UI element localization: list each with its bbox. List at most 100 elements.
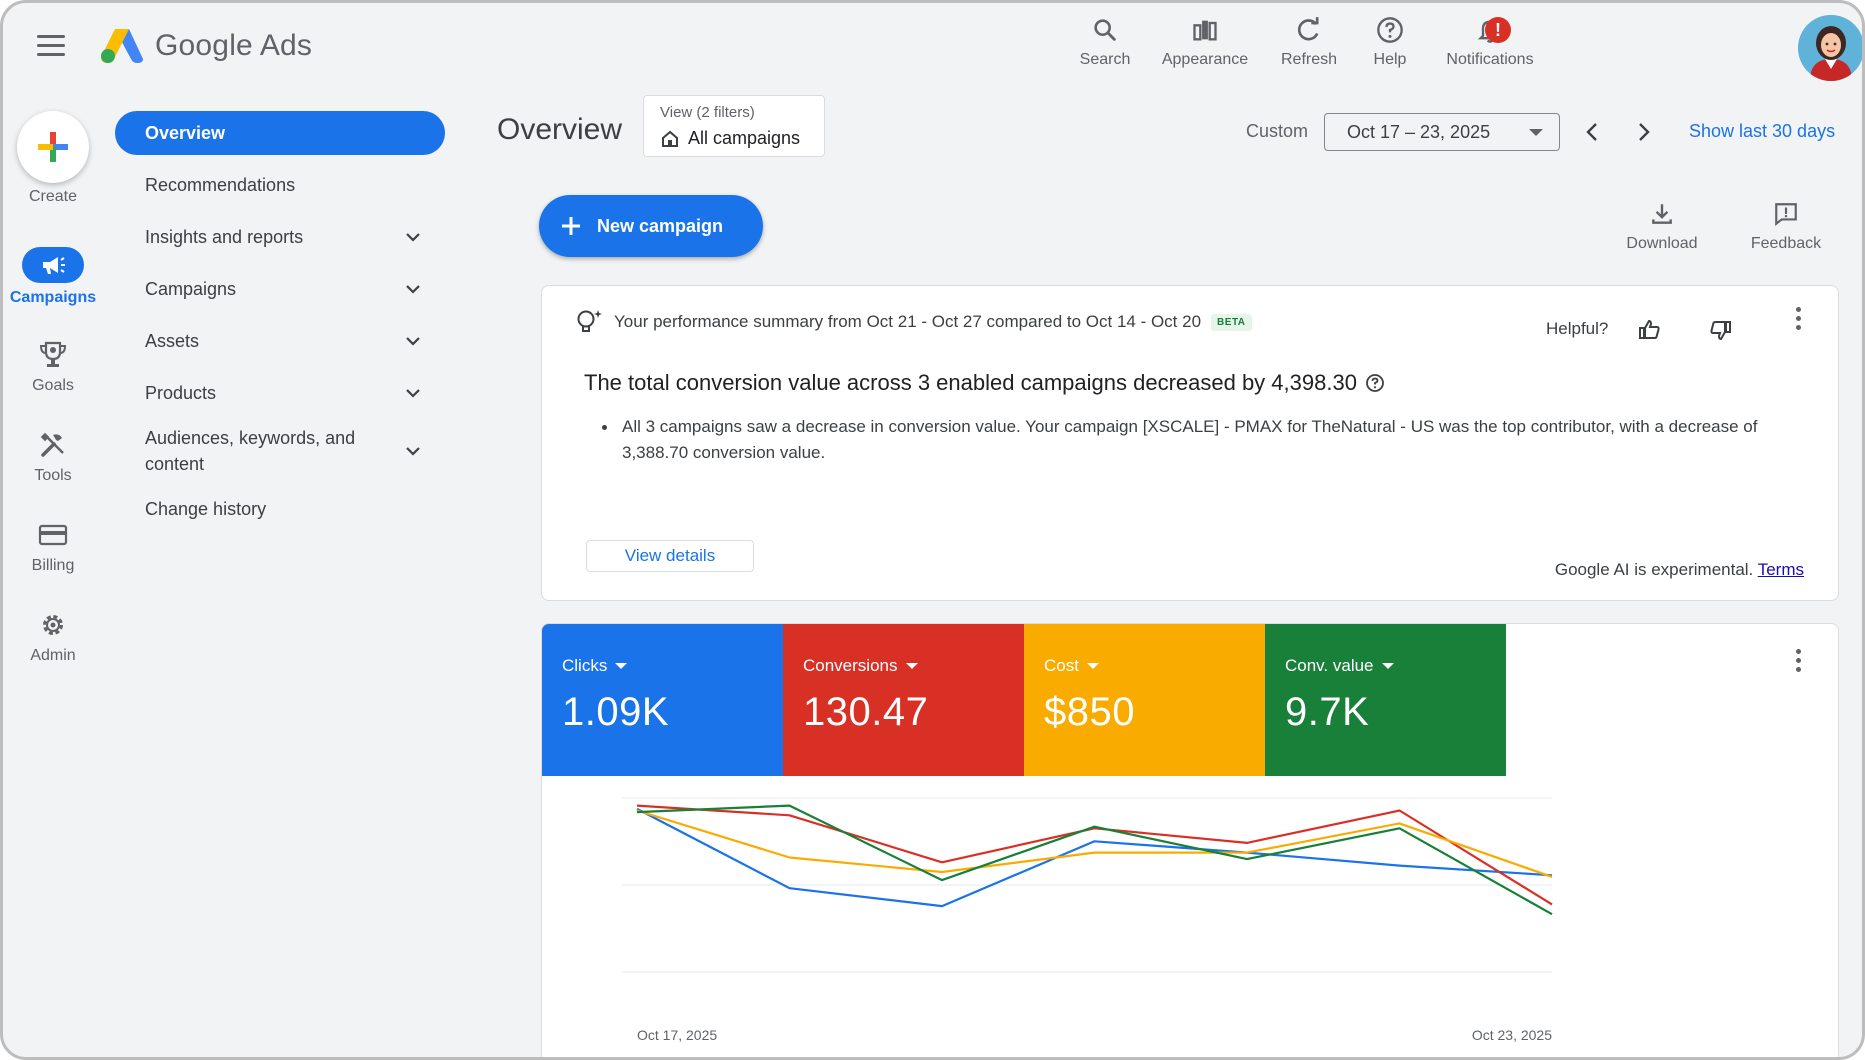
new-campaign-button[interactable]: New campaign xyxy=(539,195,763,257)
show-last-30-days-link[interactable]: Show last 30 days xyxy=(1689,121,1836,141)
nav-item-label: Overview xyxy=(145,122,226,143)
filter-scope-label: All campaigns xyxy=(688,128,801,148)
create-label: Create xyxy=(28,188,78,205)
nav-item-label: Audiences, keywords, and content xyxy=(145,428,356,474)
nav-item-change-history[interactable]: Change history xyxy=(115,487,445,531)
help-circle-icon[interactable] xyxy=(1365,373,1385,393)
thumbs-up-icon xyxy=(1639,319,1660,339)
refresh-icon xyxy=(1297,17,1319,41)
search-label: Search xyxy=(1079,51,1131,68)
chevron-right-icon xyxy=(1639,123,1650,141)
metric-tile-cost[interactable]: Cost $850 xyxy=(1024,624,1265,776)
x-axis-end-label: Oct 23, 2025 xyxy=(1472,1027,1552,1043)
metric-value: $850 xyxy=(1044,690,1135,734)
chevron-down-icon xyxy=(406,285,420,294)
nav-item-insights[interactable]: Insights and reports xyxy=(115,215,445,259)
chart-more-options-button[interactable] xyxy=(1786,646,1810,674)
nav-item-label: Recommendations xyxy=(145,174,296,195)
rail-billing[interactable]: Billing xyxy=(5,517,101,575)
feedback-label: Feedback xyxy=(1750,235,1822,252)
metric-value: 9.7K xyxy=(1285,690,1370,734)
create-button[interactable] xyxy=(17,111,89,183)
thumbs-down-icon xyxy=(1710,321,1731,341)
nav-item-recommendations[interactable]: Recommendations xyxy=(115,163,445,207)
chart-series-line-4 xyxy=(636,804,1553,916)
performance-line-chart: Oct 17, 2025 Oct 23, 2025 xyxy=(622,797,1553,1043)
brand-name: Google Ads xyxy=(155,29,313,62)
rail-tools-label: Tools xyxy=(34,467,72,484)
main-menu-button[interactable] xyxy=(37,35,65,57)
performance-summary-card: Your performance summary from Oct 21 - O… xyxy=(541,285,1839,601)
nav-item-audiences[interactable]: Audiences, keywords, and content xyxy=(115,421,445,481)
rail-campaigns[interactable]: Campaigns xyxy=(5,247,101,307)
summary-main-text: The total conversion value across 3 enab… xyxy=(584,370,1357,395)
terms-link[interactable]: Terms xyxy=(1757,560,1804,579)
dropdown-arrow-icon xyxy=(1529,129,1543,136)
metric-tile-conversions[interactable]: Conversions 130.47 xyxy=(783,624,1024,776)
thumbs-down-button[interactable] xyxy=(1704,314,1736,346)
metric-value: 1.09K xyxy=(562,690,670,734)
trophy-icon xyxy=(39,341,67,367)
nav-item-assets[interactable]: Assets xyxy=(115,319,445,363)
account-avatar[interactable] xyxy=(1798,15,1862,81)
nav-item-products[interactable]: Products xyxy=(115,371,445,415)
metric-tile-conv-value[interactable]: Conv. value 9.7K xyxy=(1265,624,1506,776)
chevron-down-icon xyxy=(406,337,420,346)
thumbs-up-button[interactable] xyxy=(1634,314,1666,346)
rail-campaigns-label: Campaigns xyxy=(9,289,97,306)
credit-card-icon xyxy=(38,524,68,546)
rail-goals-label: Goals xyxy=(32,377,74,394)
help-button[interactable]: Help xyxy=(1335,13,1445,69)
summary-bullet: All 3 campaigns saw a decrease in conver… xyxy=(602,414,1782,466)
ai-disclaimer-text: Google AI is experimental. xyxy=(1554,560,1754,579)
date-range-type: Custom xyxy=(1246,121,1309,141)
filter-count-label: View (2 filters) xyxy=(660,104,755,121)
chart-series-line-3 xyxy=(636,809,1553,878)
chevron-left-icon xyxy=(1586,123,1597,141)
nav-item-label: Insights and reports xyxy=(145,226,304,247)
summary-more-options-button[interactable] xyxy=(1786,304,1810,332)
nav-item-label: Assets xyxy=(145,330,200,351)
metric-label: Conversions xyxy=(803,656,898,675)
feedback-icon xyxy=(1775,203,1797,227)
help-label: Help xyxy=(1373,51,1407,68)
previous-period-button[interactable] xyxy=(1576,115,1610,149)
nav-item-overview[interactable]: Overview xyxy=(115,111,445,155)
avatar-icon xyxy=(1798,15,1862,81)
notifications-label: Notifications xyxy=(1446,51,1534,68)
appearance-button[interactable]: Appearance xyxy=(1150,13,1260,69)
refresh-button[interactable]: Refresh xyxy=(1254,13,1364,69)
download-button[interactable]: Download xyxy=(1607,197,1717,253)
date-range-select[interactable]: Oct 17 – 23, 2025 xyxy=(1324,113,1560,151)
new-campaign-label: New campaign xyxy=(597,215,724,236)
search-button[interactable]: Search xyxy=(1050,13,1160,69)
rail-admin[interactable]: Admin xyxy=(5,607,101,665)
nav-item-label: Campaigns xyxy=(145,278,237,299)
next-period-button[interactable] xyxy=(1626,115,1660,149)
refresh-label: Refresh xyxy=(1280,51,1338,68)
nav-item-label: Products xyxy=(145,382,217,403)
metric-label: Conv. value xyxy=(1285,656,1374,675)
metric-tile-clicks[interactable]: Clicks 1.09K xyxy=(542,624,783,776)
view-details-button[interactable]: View details xyxy=(586,540,754,572)
rail-tools[interactable]: Tools xyxy=(5,427,101,485)
appearance-label: Appearance xyxy=(1161,51,1249,68)
dropdown-arrow-icon xyxy=(615,663,628,669)
notifications-button[interactable]: Notifications ! xyxy=(1425,13,1555,69)
appearance-icon xyxy=(1193,20,1217,41)
dropdown-arrow-icon xyxy=(905,663,918,669)
metric-label: Clicks xyxy=(562,656,608,675)
page-title: Overview xyxy=(497,113,623,146)
nav-item-label: Change history xyxy=(145,498,267,519)
download-icon xyxy=(1652,204,1672,224)
rail-goals[interactable]: Goals xyxy=(5,337,101,395)
home-icon xyxy=(662,130,678,147)
view-filter-button[interactable]: View (2 filters) All campaigns xyxy=(643,95,825,157)
chevron-down-icon xyxy=(406,447,420,456)
feedback-button[interactable]: Feedback xyxy=(1731,197,1841,253)
google-ads-logo-icon xyxy=(101,29,143,63)
chevron-down-icon xyxy=(406,389,420,398)
summary-heading: Your performance summary from Oct 21 - O… xyxy=(614,312,1202,331)
nav-item-campaigns[interactable]: Campaigns xyxy=(115,267,445,311)
lightbulb-sparkle-icon xyxy=(577,310,602,332)
